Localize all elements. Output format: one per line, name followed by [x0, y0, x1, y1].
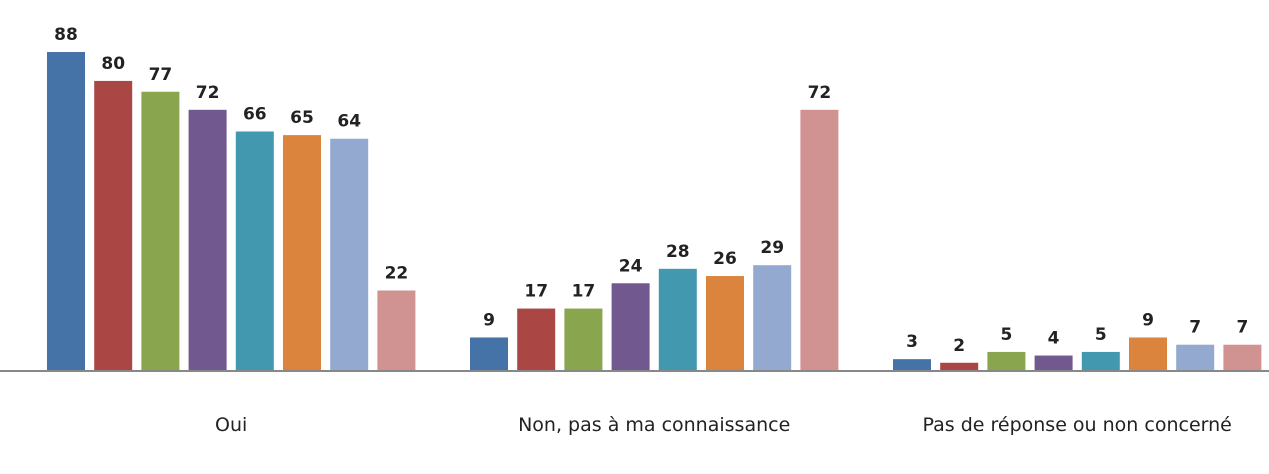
value-label: 24 — [619, 256, 643, 276]
bar — [1034, 355, 1073, 370]
value-label: 29 — [760, 238, 784, 258]
value-label: 9 — [483, 310, 495, 330]
value-label: 72 — [196, 83, 220, 103]
value-label: 65 — [290, 108, 314, 128]
bar — [235, 131, 274, 370]
category-label: Pas de réponse ou non concerné — [922, 414, 1232, 436]
value-label: 3 — [906, 332, 918, 352]
bar — [987, 351, 1026, 370]
value-label: 28 — [666, 242, 690, 262]
bar — [1129, 337, 1167, 370]
value-label: 5 — [1095, 325, 1107, 345]
value-label: 72 — [808, 83, 832, 103]
value-label: 4 — [1048, 329, 1060, 349]
bar — [141, 91, 180, 370]
category-label: Non, pas à ma connaissance — [518, 414, 791, 436]
bar — [940, 362, 979, 370]
bar — [94, 80, 133, 370]
value-label: 7 — [1189, 318, 1201, 338]
bar — [517, 308, 556, 370]
bar — [658, 268, 697, 370]
bar — [283, 135, 321, 370]
bar — [706, 276, 744, 370]
bar — [611, 283, 650, 370]
bar — [330, 138, 369, 370]
bar — [47, 52, 85, 370]
value-label: 17 — [524, 282, 548, 302]
value-label: 2 — [953, 336, 965, 356]
bar — [753, 265, 792, 370]
bar — [470, 337, 508, 370]
bar — [564, 308, 603, 370]
bar — [377, 290, 416, 370]
bar — [800, 109, 839, 371]
value-label: 7 — [1236, 318, 1248, 338]
value-label: 66 — [243, 105, 267, 125]
bar — [1081, 351, 1120, 370]
value-label: 22 — [385, 264, 409, 284]
value-label: 80 — [101, 54, 125, 74]
value-label: 9 — [1142, 310, 1154, 330]
value-label: 88 — [54, 25, 78, 45]
value-label: 64 — [337, 112, 361, 132]
value-label: 77 — [149, 65, 173, 85]
category-label: Oui — [215, 414, 248, 436]
value-label: 5 — [1000, 325, 1012, 345]
bar — [188, 109, 227, 371]
value-label: 26 — [713, 249, 737, 269]
bar — [1223, 344, 1262, 370]
bar — [1176, 344, 1215, 370]
value-label: 17 — [572, 282, 596, 302]
bar — [893, 359, 931, 370]
